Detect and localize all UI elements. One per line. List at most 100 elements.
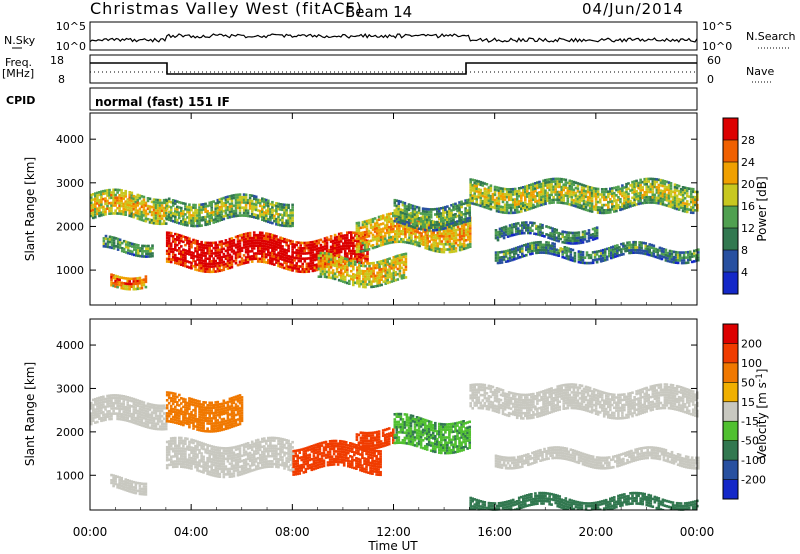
- power-cell: [617, 185, 620, 189]
- power-cell: [224, 211, 228, 215]
- power-cell: [234, 259, 238, 262]
- power-cell: [518, 232, 522, 235]
- power-cell: [645, 177, 649, 181]
- power-cell: [670, 250, 674, 253]
- power-cell: [569, 255, 573, 259]
- power-cell: [333, 277, 337, 281]
- power-cell: [287, 254, 290, 258]
- power-cell: [375, 245, 379, 248]
- power-cell: [681, 191, 685, 194]
- power-cell: [477, 203, 481, 207]
- power-cell: [348, 231, 351, 234]
- power-cell: [236, 245, 240, 248]
- power-cell: [341, 237, 345, 240]
- power-cell: [218, 261, 222, 265]
- power-cell: [313, 263, 317, 267]
- power-cell: [186, 265, 189, 269]
- power-cell: [323, 257, 327, 260]
- power-cell: [212, 257, 216, 260]
- power-cell: [396, 240, 399, 244]
- power-cell: [112, 239, 116, 242]
- power-cell: [512, 255, 516, 258]
- power-cell: [118, 196, 121, 200]
- power-cell: [401, 219, 405, 223]
- velocity-cell: [142, 411, 146, 415]
- power-cell: [697, 256, 700, 259]
- power-cell: [131, 245, 134, 248]
- power-cell: [275, 207, 278, 210]
- power-cell: [395, 217, 399, 221]
- power-cell: [663, 190, 667, 194]
- velocity-cell: [118, 394, 121, 397]
- power-cell: [385, 218, 389, 222]
- velocity-cell: [114, 394, 117, 397]
- power-cell: [360, 256, 363, 259]
- power-cell: [677, 184, 681, 188]
- power-cell: [371, 236, 375, 239]
- power-cell: [654, 255, 658, 259]
- power-cell: [544, 184, 547, 187]
- power-cell: [224, 206, 228, 210]
- power-cell: [400, 261, 404, 264]
- power-cell: [218, 269, 222, 273]
- power-cell: [285, 208, 288, 212]
- power-cell: [238, 193, 242, 196]
- power-cell: [573, 231, 577, 235]
- power-cell: [116, 237, 120, 241]
- power-cell: [188, 213, 191, 217]
- power-cell: [512, 250, 516, 253]
- power-cell: [679, 188, 683, 191]
- power-cell: [471, 194, 475, 197]
- power-cell: [525, 243, 528, 246]
- power-cell: [585, 232, 589, 235]
- power-cell: [176, 221, 179, 224]
- power-cell: [571, 234, 575, 237]
- power-cell: [214, 249, 218, 252]
- power-cell: [145, 244, 148, 248]
- power-cell: [382, 264, 386, 268]
- power-cell: [133, 245, 136, 249]
- power-cell: [376, 276, 379, 280]
- power-cell: [360, 282, 363, 286]
- power-cell: [377, 226, 381, 229]
- power-cell: [165, 231, 169, 234]
- power-cell: [560, 185, 564, 189]
- power-cell: [354, 249, 357, 253]
- power-cell: [236, 248, 240, 251]
- velocity-cell: [120, 407, 123, 411]
- power-cell: [552, 185, 555, 189]
- power-cell: [98, 191, 101, 194]
- power-cell: [452, 216, 455, 219]
- power-cell: [327, 252, 331, 256]
- power-cell: [544, 202, 547, 206]
- power-cell: [200, 211, 203, 214]
- power-cell: [212, 259, 216, 263]
- power-cell: [392, 276, 396, 280]
- power-cell: [150, 218, 154, 222]
- power-cell: [586, 188, 590, 191]
- power-cell: [675, 202, 679, 205]
- power-cell: [162, 209, 166, 212]
- power-cell: [100, 193, 103, 196]
- power-cell: [689, 211, 693, 214]
- power-cell: [114, 196, 117, 199]
- power-cell: [448, 220, 451, 223]
- power-cell: [174, 253, 177, 257]
- power-cell: [578, 203, 582, 207]
- power-cell: [655, 201, 659, 205]
- power-cell: [303, 252, 307, 255]
- velocity-cell: [128, 409, 132, 413]
- power-cell: [325, 252, 329, 255]
- power-cell: [493, 190, 497, 194]
- power-cell: [132, 205, 136, 208]
- power-cell: [523, 254, 526, 258]
- power-cell: [92, 214, 95, 217]
- power-cell: [134, 287, 138, 291]
- power-cell: [180, 206, 183, 210]
- power-cell: [497, 186, 501, 190]
- power-cell: [261, 218, 264, 221]
- power-cell: [297, 270, 301, 273]
- power-cell: [380, 267, 383, 271]
- power-cell: [612, 250, 615, 254]
